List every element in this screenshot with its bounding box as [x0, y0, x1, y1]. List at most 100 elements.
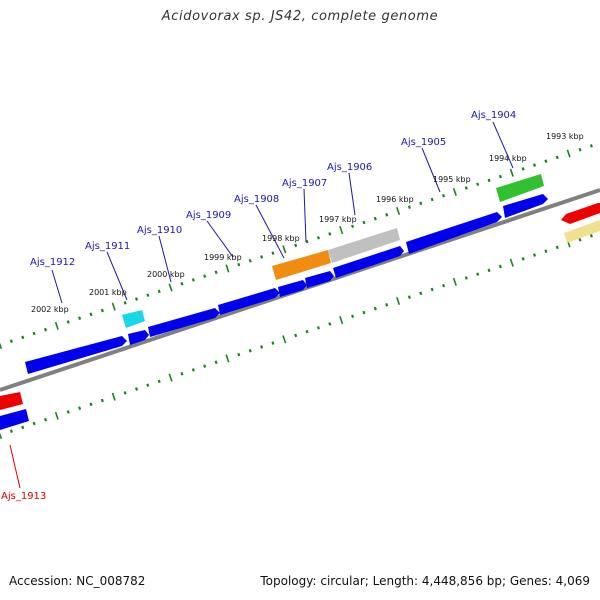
- label-leader-lines: [9, 121, 514, 489]
- kbp-label: 2001 kbp: [89, 288, 127, 297]
- gene-label-ajs-1905[interactable]: Ajs_1905: [401, 137, 446, 148]
- gene-ajs-1909[interactable]: [218, 288, 280, 315]
- gene-ajs-1907[interactable]: [305, 271, 334, 288]
- minor-tick: [385, 303, 389, 307]
- minor-tick: [191, 278, 195, 282]
- minor-tick: [134, 297, 139, 301]
- minor-tick: [260, 345, 264, 349]
- gene-ajs-1906[interactable]: [333, 246, 404, 278]
- gene-label-ajs-1911[interactable]: Ajs_1911: [85, 241, 130, 252]
- minor-tick: [9, 339, 13, 343]
- gene-ajs-1913[interactable]: [0, 409, 29, 430]
- minor-tick: [328, 322, 332, 326]
- gene-label-ajs-1910[interactable]: Ajs_1910: [137, 225, 182, 236]
- gene-label-ajs-1907[interactable]: Ajs_1907: [282, 178, 327, 189]
- major-tick: [0, 432, 3, 440]
- gene-label-ajs-1906[interactable]: Ajs_1906: [327, 162, 372, 173]
- gene-ajs-1910[interactable]: [148, 308, 220, 337]
- minor-tick: [532, 253, 537, 257]
- minor-tick: [32, 331, 36, 336]
- gene-label-ajs-1904[interactable]: Ajs_1904: [471, 110, 516, 121]
- gene-right-red[interactable]: [561, 203, 600, 224]
- minor-tick: [260, 255, 264, 259]
- minor-tick: [21, 425, 25, 430]
- minor-tick: [100, 308, 104, 313]
- kbp-label: 1999 kbp: [204, 253, 242, 262]
- minor-tick: [203, 274, 207, 278]
- minor-tick: [407, 295, 411, 299]
- minor-tick: [487, 178, 491, 183]
- gene-ajs-1907-grey[interactable]: [328, 228, 400, 263]
- gene-ajs-1904-green[interactable]: [496, 174, 544, 202]
- major-tick: [111, 302, 116, 311]
- gene-label-ajs-1912[interactable]: Ajs_1912: [30, 257, 75, 268]
- gene-ajs-1908[interactable]: [278, 280, 307, 297]
- minor-tick: [66, 320, 70, 324]
- gene-labels: Ajs_1912 Ajs_1911 Ajs_1910 Ajs_1909 Ajs_…: [1, 110, 516, 502]
- minor-tick: [464, 276, 468, 280]
- minor-tick: [589, 234, 593, 238]
- minor-tick: [21, 335, 25, 340]
- minor-tick: [32, 421, 36, 426]
- kbp-label: 2002 kbp: [31, 305, 69, 314]
- minor-tick: [294, 333, 298, 338]
- major-tick: [54, 321, 59, 330]
- major-tick: [225, 354, 230, 363]
- accession-label: Accession: NC_008782: [9, 574, 146, 588]
- minor-tick: [442, 193, 446, 198]
- gene-ajs-1904[interactable]: [503, 194, 548, 218]
- minor-tick: [328, 232, 332, 236]
- minor-tick: [157, 289, 161, 294]
- minor-tick: [271, 251, 275, 255]
- minor-tick: [214, 270, 218, 275]
- major-tick: [509, 258, 514, 267]
- minor-tick: [316, 326, 320, 330]
- minor-tick: [248, 258, 252, 263]
- minor-tick: [305, 239, 309, 244]
- major-tick: [282, 245, 287, 254]
- minor-tick: [248, 348, 252, 353]
- genome-summary: Topology: circular; Length: 4,448,856 bp…: [260, 574, 590, 588]
- minor-tick: [123, 301, 127, 305]
- gene-ajs-1910-cyan[interactable]: [122, 310, 145, 328]
- minor-tick: [351, 314, 355, 319]
- minor-tick: [78, 406, 82, 410]
- minor-tick: [407, 205, 411, 209]
- gene-ajs-1912[interactable]: [25, 336, 127, 374]
- minor-tick: [544, 249, 548, 253]
- minor-tick: [476, 272, 480, 276]
- minor-tick: [146, 383, 150, 387]
- gene-left-red[interactable]: [0, 392, 23, 410]
- major-tick: [282, 335, 287, 344]
- minor-tick: [203, 364, 207, 368]
- major-tick: [509, 168, 514, 177]
- minor-tick: [9, 429, 13, 433]
- minor-tick: [146, 293, 150, 297]
- major-tick: [566, 149, 571, 158]
- minor-tick: [555, 155, 559, 160]
- minor-tick: [532, 163, 537, 167]
- minor-tick: [419, 291, 423, 296]
- gene-ajs-1908-orange[interactable]: [272, 250, 331, 280]
- minor-tick: [555, 245, 559, 250]
- gene-ajs-1905[interactable]: [406, 212, 502, 254]
- gene-label-ajs-1908[interactable]: Ajs_1908: [234, 194, 279, 205]
- minor-tick: [589, 144, 593, 148]
- gene-label-ajs-1913[interactable]: Ajs_1913: [1, 491, 46, 502]
- minor-tick: [123, 391, 127, 395]
- minor-tick: [271, 341, 275, 345]
- kbp-label: 2000 kbp: [147, 270, 185, 279]
- minor-tick: [157, 379, 161, 384]
- minor-tick: [43, 417, 48, 422]
- minor-tick: [430, 287, 434, 292]
- minor-tick: [305, 329, 309, 334]
- gene-label-ajs-1909[interactable]: Ajs_1909: [186, 210, 231, 221]
- minor-tick: [498, 174, 502, 179]
- minor-tick: [89, 312, 93, 317]
- gene-right-yellow[interactable]: [564, 220, 600, 243]
- gene-track: [0, 174, 600, 430]
- major-tick: [452, 187, 457, 196]
- minor-tick: [487, 268, 491, 273]
- gene-ajs-1911[interactable]: [128, 330, 149, 345]
- minor-tick: [191, 368, 195, 372]
